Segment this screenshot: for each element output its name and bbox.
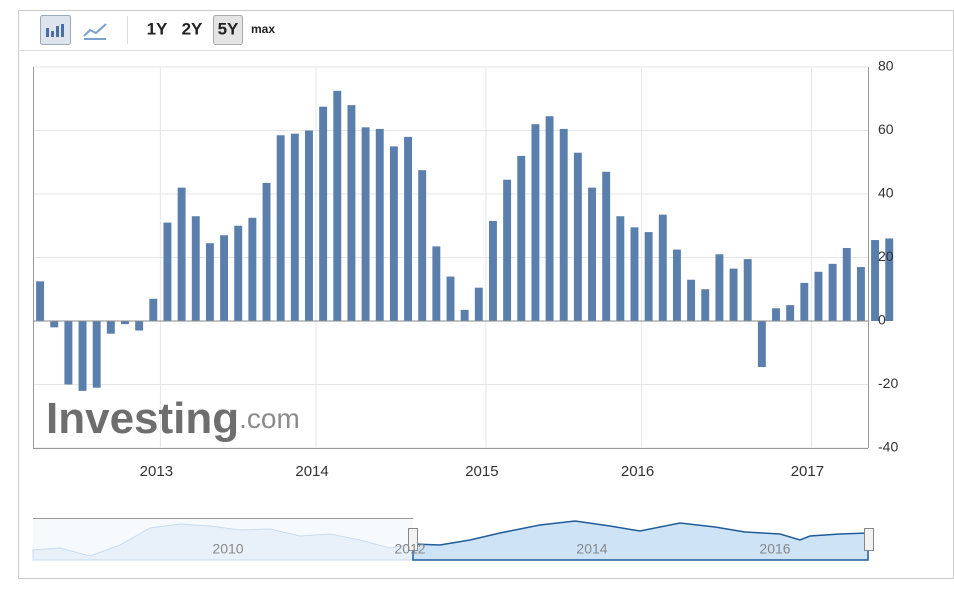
bar: [305, 130, 313, 321]
navigator-label: 2016: [759, 541, 790, 557]
bar: [715, 254, 724, 321]
watermark: Investing.com: [46, 394, 300, 443]
bar: [220, 235, 229, 321]
y-tick-label: 0: [878, 312, 886, 328]
bar: [163, 222, 172, 321]
bar: [375, 128, 384, 321]
bar: [106, 321, 115, 334]
bar: [672, 249, 681, 321]
bar: [149, 298, 158, 321]
bar: [347, 105, 356, 321]
watermark-brand: Investing.com: [46, 394, 300, 443]
bar: [488, 220, 497, 321]
range-button[interactable]: 2Y: [182, 19, 203, 38]
bar: [234, 225, 243, 321]
bar: [248, 217, 257, 321]
y-tick-label: 40: [878, 185, 894, 201]
watermark-main: Investing: [46, 394, 239, 443]
bar: [460, 309, 469, 321]
bar: [559, 128, 568, 321]
bar: [814, 271, 823, 321]
bar: [432, 246, 441, 321]
bar: [828, 263, 837, 321]
bar: [503, 179, 512, 321]
bar: [262, 182, 271, 321]
bar: [389, 146, 398, 321]
bar: [404, 136, 413, 321]
bar: [842, 247, 851, 321]
bar: [856, 267, 865, 321]
bar: [78, 321, 87, 391]
range-button[interactable]: 5Y: [218, 19, 239, 38]
bar: [616, 216, 625, 321]
navigator-handle-right[interactable]: [864, 528, 874, 551]
bar: [644, 232, 653, 321]
y-tick-label: -20: [878, 375, 898, 391]
line-chart-button[interactable]: [83, 23, 107, 40]
bar: [772, 308, 780, 321]
bar: [333, 90, 342, 321]
range-button[interactable]: 1Y: [147, 19, 168, 38]
bar: [871, 240, 880, 321]
bar: [418, 170, 427, 321]
x-tick-label: 2015: [465, 463, 498, 480]
bar: [36, 281, 45, 321]
bar-chart-button[interactable]: [40, 15, 71, 45]
bar: [786, 305, 795, 321]
bar: [474, 287, 483, 321]
bar: [573, 152, 582, 321]
range-button[interactable]: max: [251, 22, 275, 36]
navigator-label: 2014: [576, 541, 607, 557]
bar: [177, 187, 186, 321]
navigator-handle-left[interactable]: [408, 528, 418, 551]
x-tick-label: 2017: [791, 463, 824, 480]
navigator-label: 2012: [394, 541, 425, 557]
bar: [729, 268, 738, 321]
bar: [64, 321, 73, 385]
bar: [588, 187, 596, 321]
x-tick-label: 2013: [140, 463, 173, 480]
bar: [361, 127, 370, 321]
bar: [121, 321, 129, 325]
bar: [517, 155, 526, 321]
navigator-label: 2010: [212, 541, 243, 557]
bar: [743, 259, 752, 321]
bar: [658, 214, 667, 321]
active-range-box: [213, 15, 243, 45]
y-tick-label: 60: [878, 121, 894, 137]
bar: [319, 106, 328, 321]
bar: [205, 243, 214, 321]
y-tick-label: 20: [878, 248, 894, 264]
x-tick-label: 2016: [621, 463, 654, 480]
x-tick-label: 2014: [295, 463, 328, 480]
y-tick-label: -40: [878, 439, 898, 455]
navigator: [32, 518, 874, 561]
bar: [701, 289, 710, 321]
bar: [446, 276, 455, 321]
bar: [545, 116, 554, 322]
bar: [602, 171, 611, 321]
bar: [800, 282, 809, 321]
bar: [687, 279, 696, 321]
bar: [135, 321, 144, 331]
bar: [885, 238, 894, 321]
bar: [191, 216, 200, 321]
bar: [50, 321, 59, 328]
y-tick-label: 80: [878, 58, 894, 74]
bar: [290, 133, 299, 321]
bar: [630, 227, 639, 321]
watermark-suffix: .com: [239, 403, 300, 434]
bar: [757, 321, 766, 368]
bar: [92, 321, 101, 388]
bar: [531, 124, 540, 322]
bar: [276, 135, 285, 321]
